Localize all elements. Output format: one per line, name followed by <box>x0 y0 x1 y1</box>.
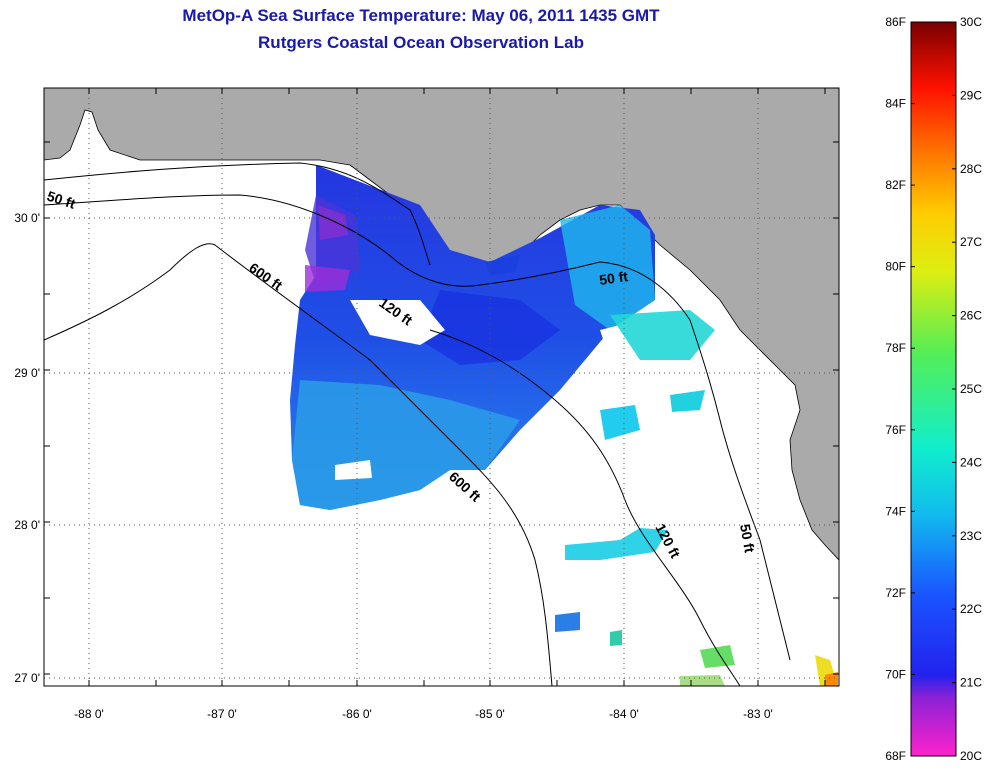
lat-label: 27 0' <box>14 671 40 685</box>
lon-label: -83 0' <box>743 707 773 721</box>
colorbar-c-label: 29C <box>960 88 982 102</box>
sst-swath <box>290 165 838 686</box>
colorbar-f-label: 76F <box>885 423 906 437</box>
colorbar-c-label: 21C <box>960 676 982 690</box>
colorbar-f-label: 86F <box>885 15 906 29</box>
lat-label: 29 0' <box>14 366 40 380</box>
colorbar-f-label: 68F <box>885 749 906 763</box>
lon-label: -86 0' <box>342 707 372 721</box>
axis-ticks <box>44 88 839 686</box>
isobath-label: 50 ft <box>598 268 629 288</box>
lon-label: -88 0' <box>74 707 104 721</box>
lon-label: -84 0' <box>609 707 639 721</box>
map-border <box>43 87 840 687</box>
map-subtitle: Rutgers Coastal Ocean Observation Lab <box>258 33 584 52</box>
lon-label: -87 0' <box>207 707 237 721</box>
colorbar-f-label: 72F <box>885 586 906 600</box>
colorbar-c-label: 24C <box>960 455 982 469</box>
colorbar-c-label: 30C <box>960 15 982 29</box>
colorbar-f-label: 74F <box>885 504 906 518</box>
lat-label: 28 0' <box>14 518 40 532</box>
colorbar-c-label: 27C <box>960 235 982 249</box>
isobath-label: 50 ft <box>737 523 758 554</box>
colorbar-c-label: 23C <box>960 529 982 543</box>
colorbar-fahrenheit-labels: 86F 84F 82F 80F 78F 76F 74F 72F 70F 68F <box>885 15 915 763</box>
colorbar-gradient <box>910 21 957 757</box>
colorbar-f-label: 84F <box>885 97 906 111</box>
colorbar-f-label: 70F <box>885 667 906 681</box>
colorbar-celsius-labels: 30C 29C 28C 27C 26C 25C 24C 23C 22C 21C 20C <box>952 15 982 763</box>
colorbar-f-label: 78F <box>885 341 906 355</box>
colorbar-c-label: 25C <box>960 382 982 396</box>
colorbar: 86F 84F 82F 80F 78F 76F 74F 72F 70F 68F 30C 29C 28C… <box>885 15 982 763</box>
colorbar-f-label: 82F <box>885 178 906 192</box>
longitude-axis: -88 0' -87 0' -86 0' -85 0' -84 0' -83 0' <box>74 707 773 721</box>
colorbar-c-label: 26C <box>960 309 982 323</box>
latitude-axis: 30 0' 29 0' 28 0' 27 0' <box>14 211 40 685</box>
colorbar-f-label: 80F <box>885 260 906 274</box>
colorbar-c-label: 20C <box>960 749 982 763</box>
map-title: MetOp-A Sea Surface Temperature: May 06,… <box>182 6 660 25</box>
isobath-lines <box>44 162 791 686</box>
colorbar-c-label: 22C <box>960 602 982 616</box>
lat-label: 30 0' <box>14 211 40 225</box>
colorbar-c-label: 28C <box>960 162 982 176</box>
lon-label: -85 0' <box>475 707 505 721</box>
